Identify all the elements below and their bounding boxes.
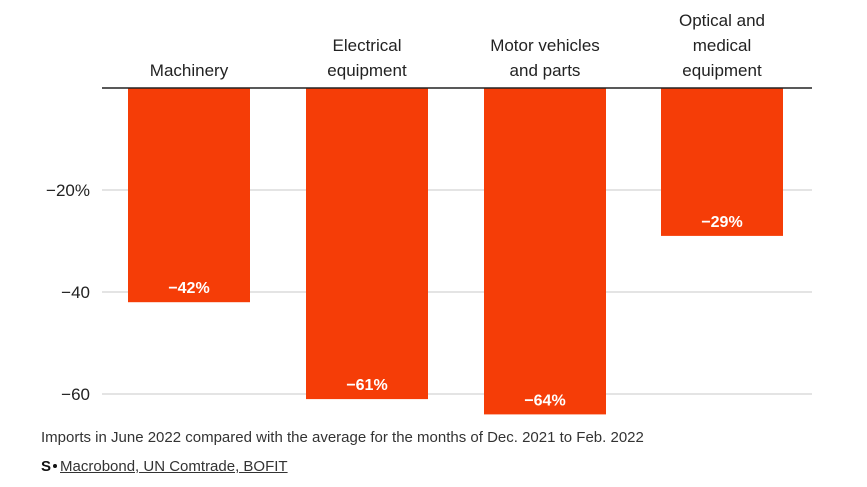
y-tick-label: −60 [61,385,90,404]
chart-note: Imports in June 2022 compared with the a… [41,429,644,446]
bars [128,88,783,415]
labels: −20% −40 −60 −42% Machinery −61% Electrical equ… [46,11,765,409]
y-tick-label: −40 [61,283,90,302]
category-label: and parts [510,61,581,80]
bar-chart: −20% −40 −60 −42% Machinery −61% Electrical equ… [46,11,812,415]
bullet-icon [53,464,58,469]
data-label: −64% [524,392,565,409]
category-label: medical [693,36,752,55]
category-label: Optical and [679,11,765,30]
category-label: equipment [682,61,762,80]
category-label: equipment [327,61,407,80]
bar [128,88,250,303]
data-label: −61% [346,377,387,394]
data-label: −42% [168,280,209,297]
category-label: Machinery [150,61,229,80]
data-label: −29% [701,214,742,231]
bar [661,88,783,236]
source-logo-icon: S [41,458,52,475]
category-label: Motor vehicles [490,36,600,55]
category-label: Electrical [333,36,402,55]
y-tick-label: −20% [46,181,90,200]
bar [484,88,606,415]
bar [306,88,428,400]
source-line: S Macrobond, UN Comtrade, BOFIT [41,458,288,475]
source-link[interactable]: Macrobond, UN Comtrade, BOFIT [60,458,288,475]
